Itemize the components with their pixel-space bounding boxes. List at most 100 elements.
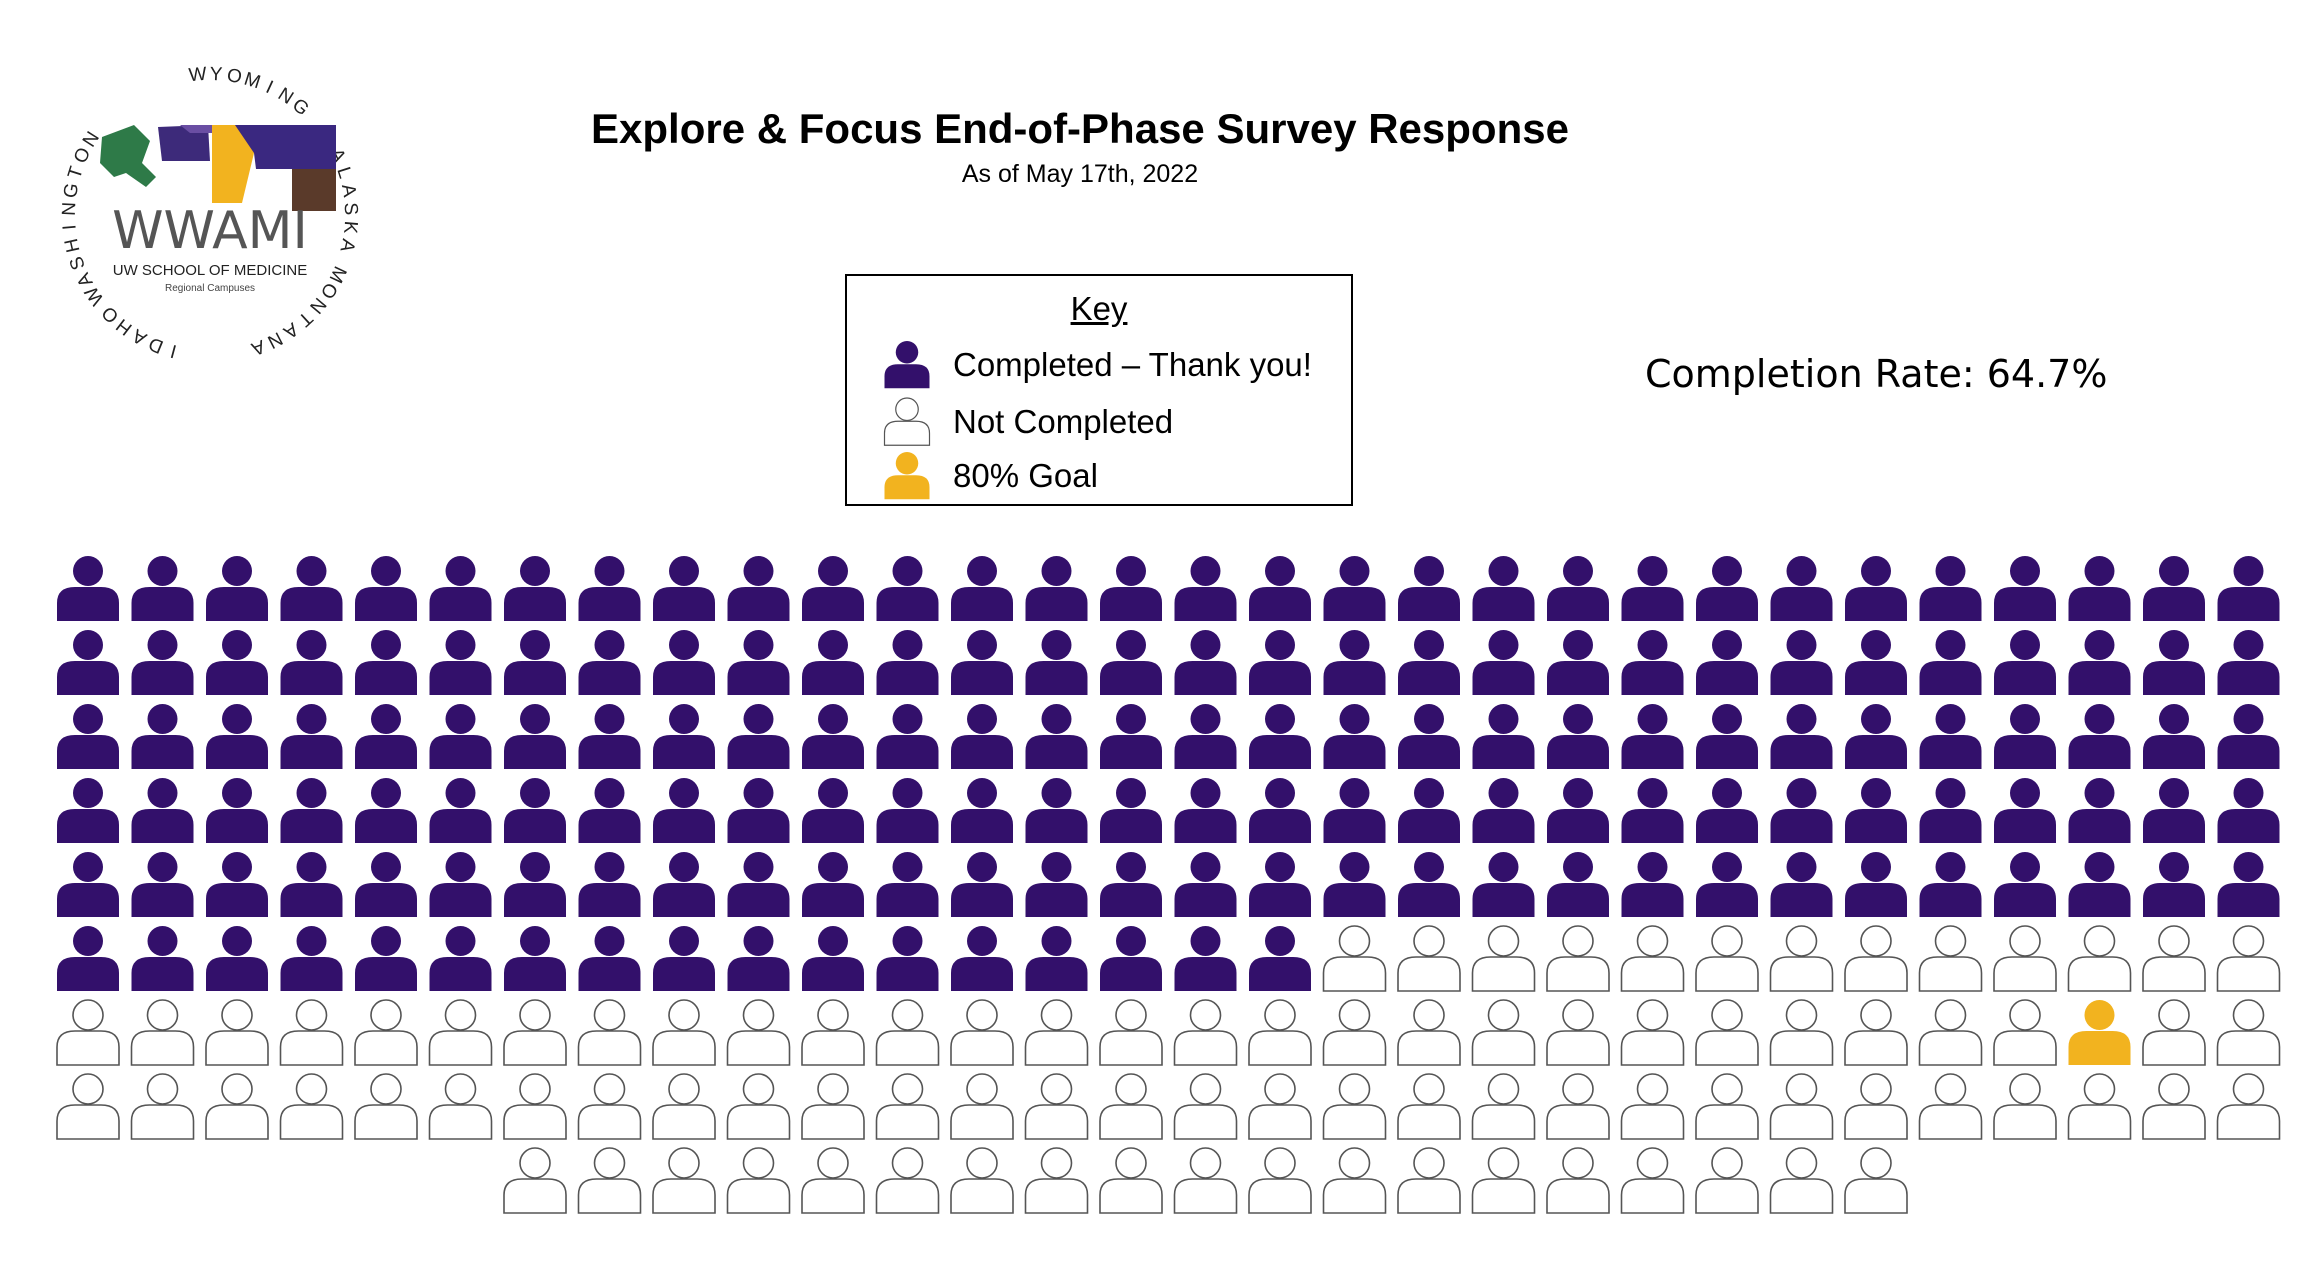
state-map-icon (100, 125, 336, 211)
person-not-completed (1248, 1147, 1312, 1214)
person-completed (1547, 852, 1609, 917)
person-completed (206, 704, 268, 769)
person-completed (355, 852, 417, 917)
person-completed (951, 926, 1013, 991)
person-completed (1100, 852, 1162, 917)
person-completed (2143, 630, 2205, 695)
person-completed (280, 556, 343, 621)
person-completed (1621, 852, 1684, 917)
person-completed (504, 852, 566, 917)
person-not-completed (652, 1147, 716, 1214)
person-not-completed (1918, 925, 1983, 992)
person-completed (1845, 556, 1907, 621)
logo-tagline: Regional Campuses (165, 283, 255, 294)
person-completed (1249, 852, 1311, 917)
person-not-completed (577, 1147, 642, 1214)
person-completed (876, 778, 939, 843)
person-not-completed (2142, 925, 2206, 992)
person-not-completed (652, 1073, 716, 1140)
person-not-completed (1993, 925, 2057, 992)
person-completed (1696, 704, 1758, 769)
person-not-completed (1769, 1147, 1834, 1214)
person-not-completed (205, 1073, 269, 1140)
person-completed (1770, 630, 1833, 695)
person-completed (1323, 556, 1386, 621)
person-completed (206, 630, 268, 695)
person-not-completed (577, 999, 642, 1066)
person-not-completed (1546, 999, 1610, 1066)
person-completed (1547, 778, 1609, 843)
legend: Key Completed – Thank you! Not Completed… (845, 274, 1353, 506)
person-not-completed (1397, 1073, 1461, 1140)
person-not-completed (1024, 1147, 1089, 1214)
person-completed (653, 556, 715, 621)
person-completed (1845, 778, 1907, 843)
person-not-completed (875, 1073, 940, 1140)
person-completed (1472, 630, 1535, 695)
person-not-completed (726, 1073, 791, 1140)
person-completed (2068, 556, 2131, 621)
person-not-completed (726, 999, 791, 1066)
person-completed (2068, 852, 2131, 917)
person-completed (1472, 704, 1535, 769)
person-completed (1025, 556, 1088, 621)
person-not-completed (279, 1073, 344, 1140)
person-completed (504, 704, 566, 769)
person-completed (802, 556, 864, 621)
person-completed (1025, 852, 1088, 917)
person-not-completed (1695, 1073, 1759, 1140)
person-completed (1696, 556, 1758, 621)
person-completed (57, 778, 119, 843)
person-completed (131, 778, 194, 843)
person-completed (2143, 704, 2205, 769)
person-not-completed (1024, 999, 1089, 1066)
person-completed (653, 630, 715, 695)
person-completed (802, 704, 864, 769)
person-completed (1994, 852, 2056, 917)
person-completed (727, 926, 790, 991)
logo-ring-letter: I (59, 224, 80, 231)
person-completed (429, 778, 492, 843)
logo-ring-letter: A (335, 237, 358, 254)
person-goal-icon (884, 452, 930, 500)
person-not-completed (1769, 999, 1834, 1066)
person-completed (1100, 556, 1162, 621)
person-completed (57, 630, 119, 695)
person-completed (1174, 556, 1237, 621)
person-completed (280, 704, 343, 769)
person-not-completed (950, 1073, 1014, 1140)
person-completed (1174, 704, 1237, 769)
logo-ring-letter: N (59, 202, 81, 217)
person-not-completed (1620, 925, 1685, 992)
person-completed (1174, 630, 1237, 695)
person-not-completed (354, 1073, 418, 1140)
person-completed (206, 926, 268, 991)
person-completed (1770, 556, 1833, 621)
person-completed (1547, 630, 1609, 695)
person-not-completed (950, 999, 1014, 1066)
legend-item-completed: Completed – Thank you! (883, 340, 1312, 390)
person-not-completed (1620, 1073, 1685, 1140)
person-completed (504, 926, 566, 991)
person-not-completed (1173, 1147, 1238, 1214)
person-completed (1845, 852, 1907, 917)
person-completed (2068, 630, 2131, 695)
person-completed (1025, 926, 1088, 991)
person-not-completed (1844, 1073, 1908, 1140)
logo-ring-letter: G (60, 182, 83, 200)
person-completed (206, 778, 268, 843)
logo-ring-letter: S (340, 202, 362, 216)
person-not-completed (875, 999, 940, 1066)
person-not-completed (354, 999, 418, 1066)
person-completed (1621, 630, 1684, 695)
person-not-completed (726, 1147, 791, 1214)
person-not-completed (56, 1073, 120, 1140)
person-completed (131, 704, 194, 769)
person-completed (57, 852, 119, 917)
person-goal (2068, 1000, 2131, 1065)
legend-label: Completed – Thank you! (953, 346, 1312, 383)
person-not-completed (1918, 999, 1983, 1066)
person-completed (1696, 852, 1758, 917)
